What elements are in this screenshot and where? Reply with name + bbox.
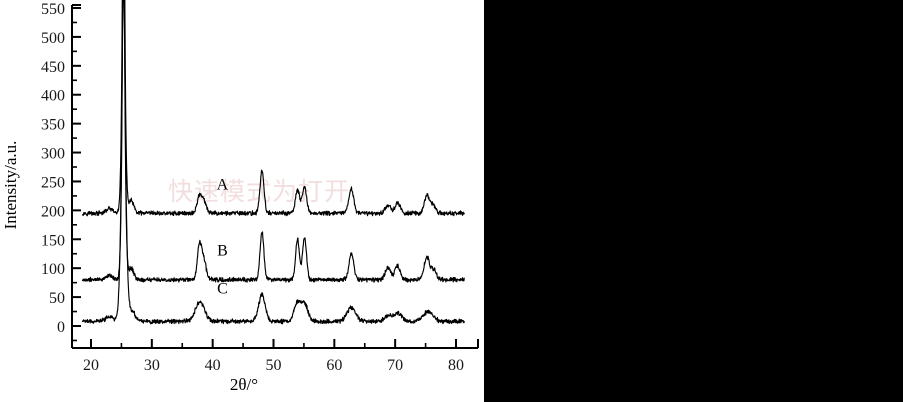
x-tick-label: 40 <box>205 357 221 374</box>
xrd-curve-c <box>81 0 465 325</box>
y-tick-label: 350 <box>41 117 65 134</box>
y-tick-label: 0 <box>57 319 65 336</box>
x-tick-label: 50 <box>266 357 282 374</box>
y-tick-label: 550 <box>41 1 65 18</box>
curve-annotations: A B C <box>217 177 229 298</box>
y-tick-label: 400 <box>41 88 65 105</box>
xrd-curve-a <box>81 0 465 217</box>
x-axis-label: 2θ/° <box>230 375 258 394</box>
x-tick-label: 70 <box>387 357 403 374</box>
y-tick-label: 50 <box>49 290 65 307</box>
x-tick-label: 80 <box>448 357 464 374</box>
y-tick-label: 100 <box>41 261 65 278</box>
y-tick-label: 500 <box>41 30 65 47</box>
curve-label-b: B <box>217 242 228 259</box>
axes <box>71 4 479 349</box>
y-tick-label: 250 <box>41 174 65 191</box>
tick-labels: 20 30 40 50 60 70 80 0 50 100 150 200 250 300 350 400 45… <box>41 1 464 374</box>
xrd-curves <box>81 0 465 325</box>
y-axis-label: Intensity/a.u. <box>1 141 20 230</box>
black-panel-region <box>484 0 903 402</box>
y-tick-label: 150 <box>41 232 65 249</box>
x-tick-label: 60 <box>326 357 342 374</box>
x-tick-label: 30 <box>144 357 160 374</box>
xrd-curve-b <box>81 0 465 283</box>
curve-label-c: C <box>217 281 228 298</box>
curve-label-a: A <box>217 177 229 194</box>
y-tick-label: 300 <box>41 146 65 163</box>
y-tick-label: 450 <box>41 59 65 76</box>
xrd-chart-area: 快速模式为打开 20 30 40 50 60 70 80 0 50 100 150 200 250 300… <box>1 0 479 394</box>
y-tick-label: 200 <box>41 203 65 220</box>
xrd-chart-svg: 快速模式为打开 20 30 40 50 60 70 80050100150200250300… <box>1 0 479 394</box>
x-tick-label: 20 <box>83 357 99 374</box>
